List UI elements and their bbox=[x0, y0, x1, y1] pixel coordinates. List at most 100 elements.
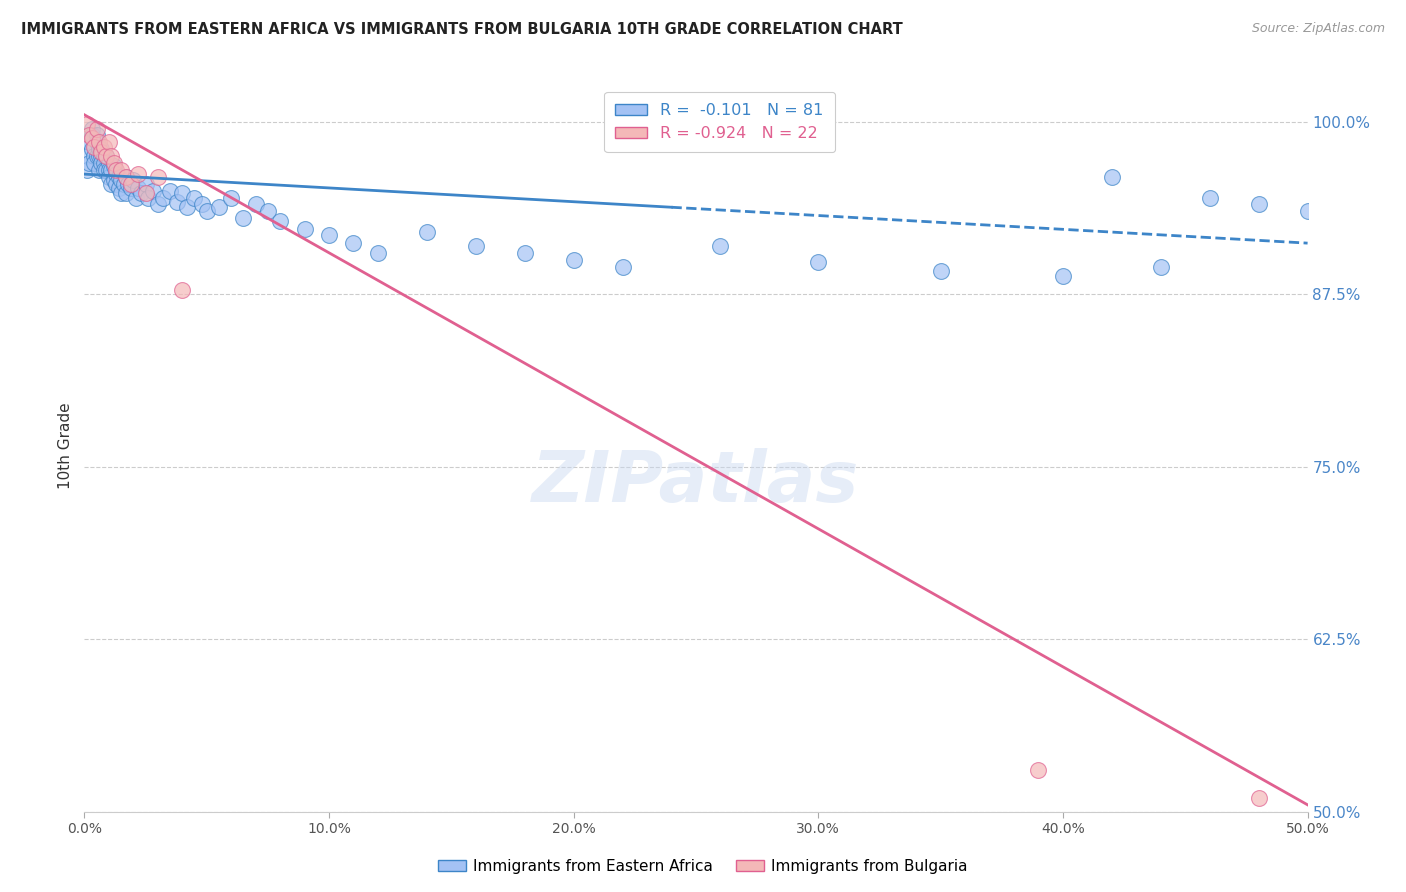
Point bbox=[152, 191, 174, 205]
Point bbox=[100, 163, 122, 178]
Point bbox=[136, 191, 159, 205]
Point bbox=[77, 128, 100, 143]
Point bbox=[80, 142, 103, 156]
Point bbox=[105, 163, 128, 178]
Point bbox=[86, 121, 108, 136]
Point bbox=[127, 181, 149, 195]
Point bbox=[93, 149, 115, 163]
Point bbox=[612, 260, 634, 274]
Point bbox=[97, 136, 120, 150]
Point bbox=[97, 169, 120, 184]
Point bbox=[127, 167, 149, 181]
Point bbox=[107, 169, 129, 184]
Point bbox=[77, 136, 100, 150]
Point bbox=[416, 225, 439, 239]
Point bbox=[1150, 260, 1173, 274]
Point bbox=[367, 245, 389, 260]
Point bbox=[76, 118, 98, 132]
Point bbox=[1296, 204, 1319, 219]
Y-axis label: 10th Grade: 10th Grade bbox=[58, 402, 73, 490]
Point bbox=[1028, 764, 1050, 778]
Point bbox=[87, 163, 110, 178]
Point bbox=[135, 177, 157, 191]
Point bbox=[1052, 269, 1074, 284]
Point bbox=[191, 197, 214, 211]
Point bbox=[513, 245, 536, 260]
Point bbox=[77, 156, 100, 170]
Point bbox=[96, 149, 118, 163]
Point bbox=[120, 181, 142, 195]
Point bbox=[110, 163, 132, 178]
Point bbox=[86, 136, 108, 150]
Point bbox=[105, 177, 128, 191]
Point bbox=[83, 139, 105, 153]
Point bbox=[115, 169, 138, 184]
Point bbox=[142, 184, 165, 198]
Point bbox=[93, 139, 115, 153]
Point bbox=[83, 149, 105, 163]
Text: Source: ZipAtlas.com: Source: ZipAtlas.com bbox=[1251, 22, 1385, 36]
Point bbox=[87, 142, 110, 156]
Point bbox=[464, 239, 486, 253]
Point bbox=[219, 191, 242, 205]
Point bbox=[1198, 191, 1220, 205]
Point bbox=[146, 197, 169, 211]
Point bbox=[76, 149, 98, 163]
Point bbox=[93, 156, 115, 170]
Point bbox=[129, 186, 152, 201]
Point bbox=[96, 149, 118, 163]
Point bbox=[90, 156, 112, 170]
Point bbox=[87, 149, 110, 163]
Point bbox=[294, 222, 316, 236]
Point bbox=[166, 194, 188, 209]
Point bbox=[257, 204, 280, 219]
Point bbox=[176, 200, 198, 214]
Point bbox=[86, 128, 108, 143]
Point bbox=[90, 145, 112, 159]
Point bbox=[90, 142, 112, 156]
Point bbox=[232, 211, 254, 226]
Point bbox=[709, 239, 731, 253]
Point bbox=[269, 214, 291, 228]
Point bbox=[115, 186, 138, 201]
Point bbox=[110, 172, 132, 186]
Point bbox=[103, 172, 125, 186]
Point bbox=[562, 252, 585, 267]
Point bbox=[83, 156, 105, 170]
Point bbox=[103, 159, 125, 173]
Point bbox=[146, 169, 169, 184]
Point bbox=[117, 177, 139, 191]
Point bbox=[103, 156, 125, 170]
Point bbox=[1247, 197, 1270, 211]
Point bbox=[159, 184, 181, 198]
Point bbox=[96, 163, 118, 178]
Point bbox=[807, 255, 830, 269]
Point bbox=[80, 121, 103, 136]
Point bbox=[76, 163, 98, 178]
Point bbox=[115, 169, 138, 184]
Point bbox=[122, 172, 145, 186]
Legend: Immigrants from Eastern Africa, Immigrants from Bulgaria: Immigrants from Eastern Africa, Immigran… bbox=[432, 853, 974, 880]
Point bbox=[86, 149, 108, 163]
Point bbox=[1101, 169, 1123, 184]
Point bbox=[195, 204, 218, 219]
Point bbox=[80, 131, 103, 145]
Point bbox=[208, 200, 231, 214]
Point bbox=[135, 186, 157, 201]
Point bbox=[105, 167, 128, 181]
Point bbox=[93, 163, 115, 178]
Point bbox=[245, 197, 267, 211]
Text: ZIPatlas: ZIPatlas bbox=[533, 448, 859, 517]
Point bbox=[172, 283, 194, 297]
Point bbox=[97, 156, 120, 170]
Point bbox=[929, 264, 952, 278]
Point bbox=[172, 186, 194, 201]
Point bbox=[318, 227, 340, 242]
Text: IMMIGRANTS FROM EASTERN AFRICA VS IMMIGRANTS FROM BULGARIA 10TH GRADE CORRELATIO: IMMIGRANTS FROM EASTERN AFRICA VS IMMIGR… bbox=[21, 22, 903, 37]
Legend: R =  -0.101   N = 81, R = -0.924   N = 22: R = -0.101 N = 81, R = -0.924 N = 22 bbox=[605, 92, 835, 153]
Point bbox=[183, 191, 205, 205]
Point bbox=[120, 177, 142, 191]
Point bbox=[107, 181, 129, 195]
Point bbox=[112, 177, 135, 191]
Point bbox=[125, 191, 148, 205]
